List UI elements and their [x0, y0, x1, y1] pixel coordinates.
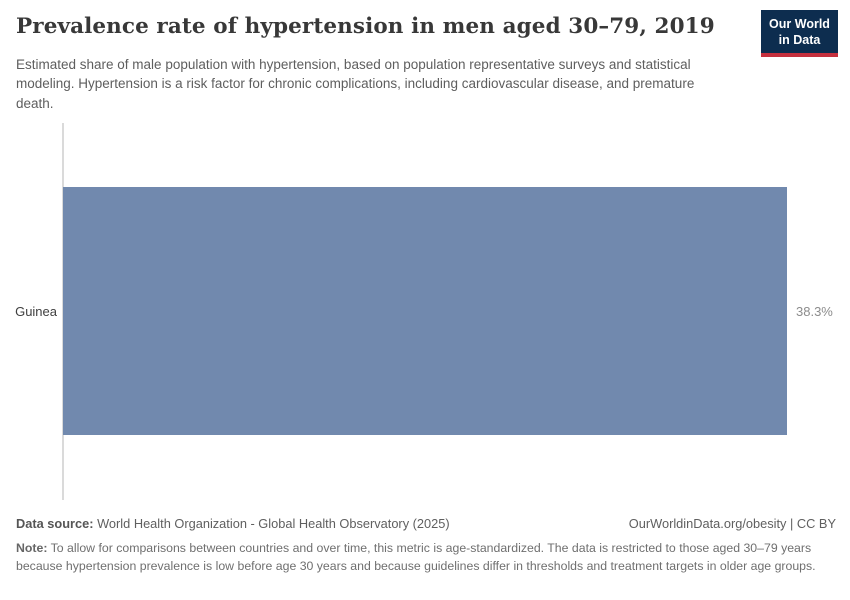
owid-logo-line1: Our World [769, 17, 830, 31]
bar-guinea[interactable] [63, 187, 787, 435]
bar-value-label: 38.3% [796, 303, 833, 319]
entity-label: Guinea [15, 303, 57, 319]
page-title: Prevalence rate of hypertension in men a… [16, 14, 715, 39]
note-label: Note: [16, 541, 48, 555]
note-text: To allow for comparisons between countri… [16, 541, 816, 574]
data-source: Data source: World Health Organization -… [16, 516, 450, 531]
data-source-label: Data source: [16, 516, 94, 531]
data-source-text: World Health Organization - Global Healt… [93, 516, 450, 531]
owid-logo[interactable]: Our World in Data [761, 10, 838, 57]
chart-note: Note: To allow for comparisons between c… [16, 539, 836, 575]
license-link[interactable]: OurWorldinData.org/obesity | CC BY [628, 516, 836, 531]
chart-subtitle: Estimated share of male population with … [16, 57, 695, 111]
sources-row: Data source: World Health Organization -… [16, 516, 836, 531]
y-axis-line [62, 123, 64, 500]
bar-row-guinea: Guinea 38.3% [0, 187, 834, 435]
owid-logo-line2: in Data [778, 33, 821, 47]
